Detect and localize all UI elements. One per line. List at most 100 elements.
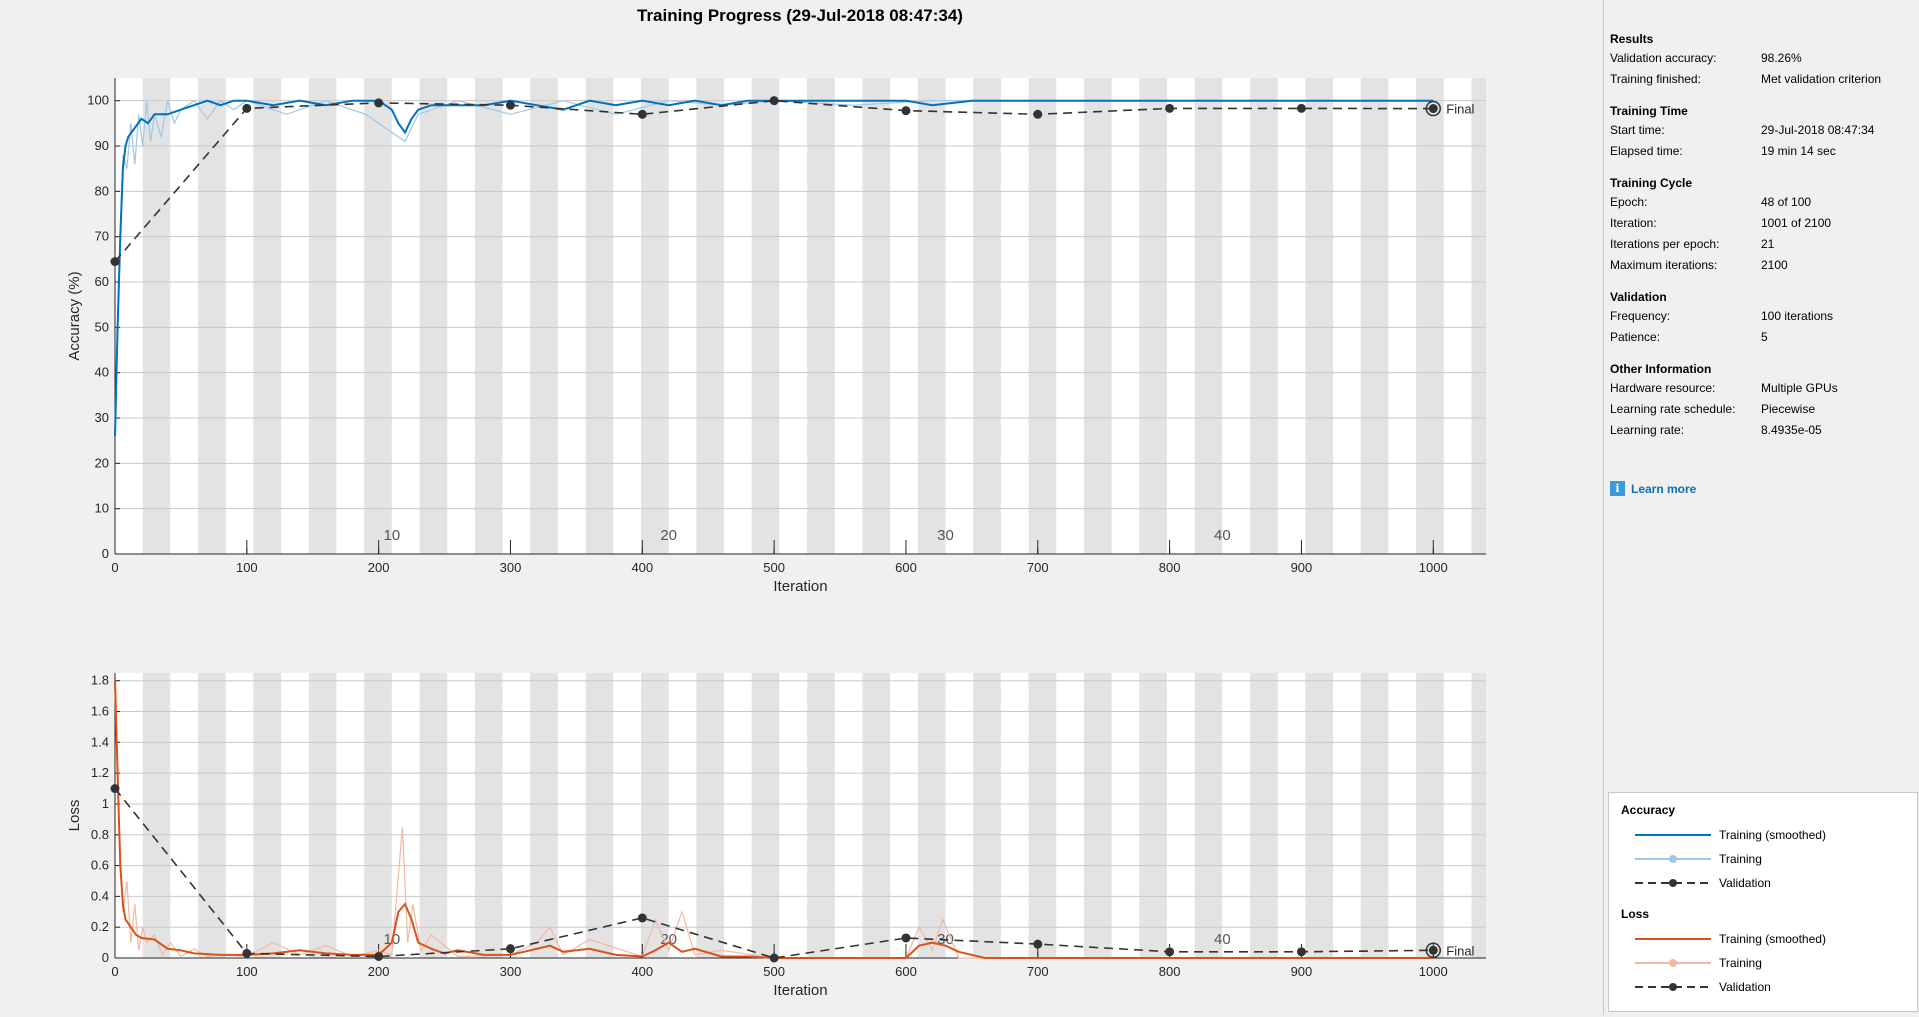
loss-epoch-band [308, 673, 337, 958]
info-row: Maximum iterations: 2100 [1610, 255, 1910, 276]
accuracy-validation-point [1165, 103, 1175, 113]
accuracy-x-tick-label: 400 [631, 560, 653, 575]
accuracy-validation-point [901, 106, 911, 116]
accuracy-epoch-label: 20 [660, 527, 677, 544]
loss-validation-point [1165, 947, 1175, 957]
accuracy-epoch-label: 40 [1214, 527, 1231, 544]
accuracy-epoch-band [1194, 78, 1223, 554]
loss-x-tick-label: 400 [631, 964, 653, 979]
accuracy-validation-line [114, 99, 1434, 263]
info-row: Iterations per epoch: 21 [1610, 234, 1910, 255]
info-value: 21 [1761, 237, 1775, 251]
accuracy-validation-point [637, 109, 647, 119]
info-value: 8.4935e-05 [1761, 423, 1822, 437]
loss-validation-point [242, 948, 252, 958]
learn-more-link[interactable]: i Learn more [1610, 481, 1910, 496]
info-label: Frequency: [1610, 309, 1671, 323]
info-label: Validation accuracy: [1610, 51, 1717, 65]
legend-line-accuracy-validation [1635, 879, 1711, 887]
loss-y-tick-label: 1.2 [91, 765, 109, 780]
loss-epoch-band [1360, 673, 1389, 958]
accuracy-epoch-band [530, 78, 558, 554]
info-value: 48 of 100 [1761, 195, 1812, 209]
loss-x-tick-label: 700 [1027, 964, 1049, 979]
validation-heading: Validation [1610, 290, 1667, 304]
loss-epoch-band [364, 673, 392, 958]
info-value: 2100 [1761, 258, 1788, 272]
info-row: Validation accuracy: 98.26% [1610, 48, 1910, 69]
loss-validation-point [110, 784, 120, 794]
learn-more-label[interactable]: Learn more [1631, 481, 1697, 496]
accuracy-x-tick-label: 500 [763, 560, 785, 575]
info-label: Iterations per epoch: [1610, 237, 1720, 251]
legend-label: Validation [1719, 876, 1771, 890]
loss-epoch-band [1028, 673, 1057, 958]
accuracy-x-tick-label: 900 [1291, 560, 1313, 575]
loss-x-tick-label: 100 [236, 964, 258, 979]
loss-epoch-band [1305, 673, 1334, 958]
info-value: 29-Jul-2018 08:47:34 [1761, 123, 1875, 137]
loss-epoch-band [1250, 673, 1278, 958]
info-label: Elapsed time: [1610, 144, 1683, 158]
accuracy-training-raw-line [114, 99, 1434, 437]
accuracy-y-tick-label: 100 [87, 93, 109, 108]
loss-y-tick-label: 1.8 [91, 673, 109, 688]
accuracy-epoch-band [198, 78, 226, 554]
loss-x-axis-label: Iteration [773, 982, 827, 999]
info-value: 98.26% [1761, 51, 1802, 65]
accuracy-epoch-band [364, 78, 392, 554]
loss-y-tick-label: 0.8 [91, 827, 109, 842]
loss-epoch-band [142, 673, 171, 958]
training-cycle-heading: Training Cycle [1610, 176, 1693, 190]
loss-epoch-band [640, 673, 669, 958]
loss-y-tick-label: 0.4 [91, 888, 109, 903]
accuracy-validation-point [110, 257, 120, 267]
loss-y-tick-label: 1.4 [91, 734, 109, 749]
loss-epoch-band [1194, 673, 1223, 958]
info-value: 5 [1761, 330, 1768, 344]
info-label: Hardware resource: [1610, 381, 1716, 395]
accuracy-epoch-band [751, 78, 780, 554]
side-panel: Results Validation accuracy: 98.26% Train… [1603, 0, 1918, 1015]
accuracy-final-label: Final [1446, 102, 1474, 117]
legend-line-loss-raw [1635, 959, 1711, 967]
loss-x-tick-label: 500 [763, 964, 785, 979]
info-box: Results Validation accuracy: 98.26% Train… [1604, 30, 1910, 496]
loss-validation-point [374, 951, 384, 961]
loss-x-tick-label: 600 [895, 964, 917, 979]
loss-epoch-band [253, 673, 282, 958]
loss-axes: 0 0.2 0.4 0.6 0.8 1 1.2 1.4 1.6 1.8 0 100 200 300 400 5… [66, 673, 1486, 999]
loss-epoch-band [1139, 673, 1167, 958]
loss-epoch-band [198, 673, 226, 958]
loss-epoch-band [419, 673, 448, 958]
accuracy-x-tick-label: 600 [895, 560, 917, 575]
chart-title: Training Progress (29-Jul-2018 08:47:34) [637, 6, 963, 25]
loss-epoch-label: 40 [1214, 931, 1231, 948]
loss-y-tick-label: 0.6 [91, 858, 109, 873]
accuracy-validation-point [769, 96, 779, 106]
info-value: Piecewise [1761, 402, 1816, 416]
legend-line-loss-smoothed [1635, 938, 1711, 940]
loss-y-axis-label: Loss [66, 800, 83, 832]
loss-validation-point [637, 913, 647, 923]
accuracy-epoch-band [1139, 78, 1167, 554]
accuracy-epoch-band [696, 78, 725, 554]
accuracy-validation-point [374, 98, 384, 108]
accuracy-epoch-band [1471, 78, 1486, 554]
info-label: Iteration: [1610, 216, 1657, 230]
accuracy-validation-point [1428, 104, 1438, 114]
accuracy-y-tick-label: 20 [95, 455, 109, 470]
legend-label: Training (smoothed) [1719, 828, 1826, 842]
accuracy-y-tick-label: 60 [95, 274, 109, 289]
accuracy-y-tick-label: 40 [95, 365, 109, 380]
accuracy-validation-point [1296, 103, 1306, 113]
loss-epoch-label: 20 [660, 931, 677, 948]
loss-epoch-band [474, 673, 503, 958]
accuracy-epoch-band [308, 78, 337, 554]
loss-epoch-band [696, 673, 725, 958]
accuracy-x-tick-label: 800 [1159, 560, 1181, 575]
accuracy-epoch-band [862, 78, 891, 554]
loss-epoch-band [917, 673, 946, 958]
loss-training-smoothed-line [114, 680, 1434, 959]
